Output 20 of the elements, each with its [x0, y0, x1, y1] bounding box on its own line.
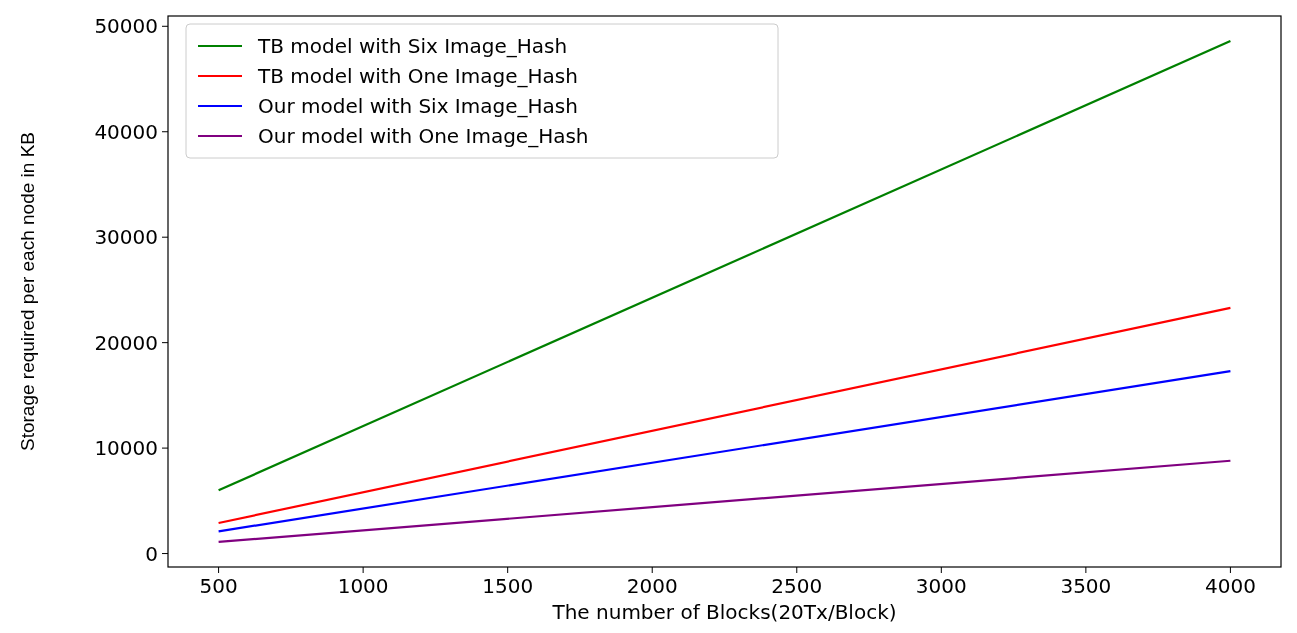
- x-tick-label: 3000: [915, 574, 967, 598]
- x-tick-label: 500: [199, 574, 238, 598]
- y-tick-label: 0: [145, 541, 158, 566]
- y-tick-label: 50000: [94, 14, 158, 39]
- legend-label: TB model with One Image_Hash: [257, 64, 578, 88]
- x-tick-label: 4000: [1204, 574, 1256, 598]
- x-tick-label: 1000: [337, 574, 389, 598]
- legend-label: TB model with Six Image_Hash: [257, 34, 568, 58]
- y-tick-label: 10000: [94, 436, 158, 461]
- y-tick-label: 20000: [94, 330, 158, 355]
- x-axis-title: The number of Blocks(20Tx/Block): [551, 600, 897, 624]
- x-tick-label: 3500: [1060, 574, 1112, 598]
- legend-label: Our model with One Image_Hash: [258, 124, 589, 148]
- x-tick-label: 2500: [771, 574, 823, 598]
- x-tick-label: 1500: [482, 574, 534, 598]
- y-tick-label: 30000: [94, 225, 158, 250]
- y-axis-title: Storage required per each node in KB: [17, 132, 38, 451]
- x-tick-label: 2000: [626, 574, 678, 598]
- y-tick-label: 40000: [94, 119, 158, 144]
- legend-label: Our model with Six Image_Hash: [258, 94, 578, 118]
